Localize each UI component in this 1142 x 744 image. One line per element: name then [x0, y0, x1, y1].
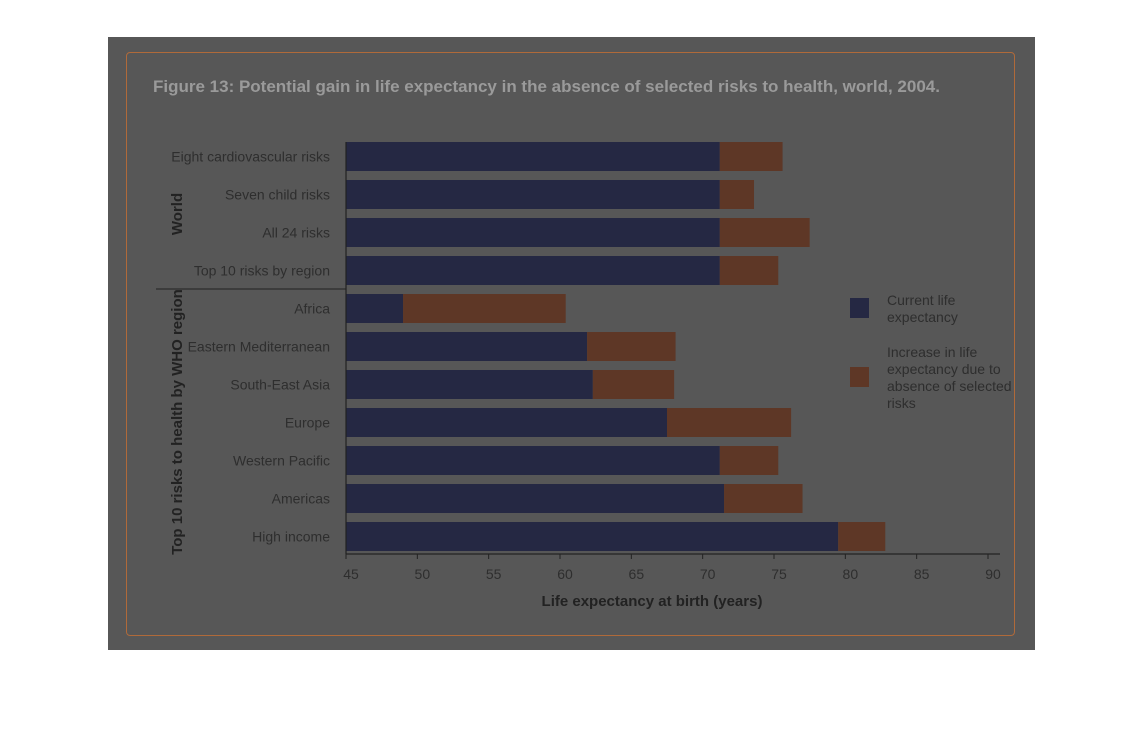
bar-current-eastern-mediterranean [346, 332, 588, 361]
x-tick-label-60: 60 [557, 566, 573, 582]
bar-current-americas [346, 484, 725, 513]
bar-increase-western-pacific [719, 446, 779, 475]
x-tick-label-80: 80 [843, 566, 859, 582]
x-tick-label-90: 90 [985, 566, 1001, 582]
figure-frame [126, 52, 1015, 636]
category-label-all-24-risks: All 24 risks [262, 225, 330, 241]
x-tick-label-85: 85 [914, 566, 930, 582]
legend-label-increase: Increase in life expectancy due to absen… [887, 344, 1015, 411]
bar-increase-eight-cardiovascular-risks [719, 142, 783, 171]
bar-increase-eastern-mediterranean [587, 332, 676, 361]
category-label-eastern-mediterranean: Eastern Mediterranean [188, 339, 330, 355]
category-label-africa: Africa [294, 301, 330, 317]
x-tick-label-70: 70 [700, 566, 716, 582]
category-label-americas: Americas [272, 491, 330, 507]
group-label-who-regions: Top 10 risks to health by WHO region [169, 289, 186, 555]
x-axis-title: Life expectancy at birth (years) [542, 593, 763, 610]
x-tick-label-65: 65 [629, 566, 645, 582]
bar-increase-all-24-risks [719, 218, 810, 247]
bar-increase-europe [667, 408, 792, 437]
bar-increase-seven-child-risks [719, 180, 755, 209]
legend-label-current: Current life expectancy [887, 292, 959, 325]
bar-current-western-pacific [346, 446, 720, 475]
bar-current-all-24-risks [346, 218, 720, 247]
bar-current-europe [346, 408, 667, 437]
legend-swatch-current [850, 298, 869, 318]
category-label-europe: Europe [285, 415, 330, 431]
category-labels: Eight cardiovascular risks Seven child ri… [171, 149, 330, 545]
category-label-eight-cardiovascular-risks: Eight cardiovascular risks [171, 149, 330, 165]
category-label-seven-child-risks: Seven child risks [225, 187, 330, 203]
category-label-top-10-risks-by-region: Top 10 risks by region [194, 263, 330, 279]
bars [346, 142, 886, 551]
bar-current-south-east-asia [346, 370, 593, 399]
category-label-high-income: High income [252, 529, 330, 545]
bar-increase-americas [724, 484, 803, 513]
bar-increase-top-10-risks-by-region [719, 256, 779, 285]
bar-current-eight-cardiovascular-risks [346, 142, 720, 171]
x-axis: 45 50 55 60 65 70 75 80 85 90 [156, 142, 1001, 582]
chart-title: Figure 13: Potential gain in life expect… [153, 77, 940, 96]
category-label-western-pacific: Western Pacific [233, 453, 330, 469]
bar-current-high-income [346, 522, 839, 551]
x-tick-label-55: 55 [486, 566, 502, 582]
x-tick-label-45: 45 [343, 566, 359, 582]
x-tick-label-50: 50 [415, 566, 431, 582]
bar-increase-high-income [838, 522, 886, 551]
bar-current-africa [346, 294, 404, 323]
bar-increase-africa [403, 294, 566, 323]
legend: Current life expectancy Increase in life… [850, 292, 1015, 411]
legend-swatch-increase [850, 367, 869, 387]
bar-current-seven-child-risks [346, 180, 720, 209]
bar-increase-south-east-asia [592, 370, 675, 399]
bar-current-top-10-risks-by-region [346, 256, 720, 285]
x-tick-label-75: 75 [771, 566, 787, 582]
group-label-world: World [169, 193, 186, 235]
category-label-south-east-asia: South-East Asia [230, 377, 330, 393]
